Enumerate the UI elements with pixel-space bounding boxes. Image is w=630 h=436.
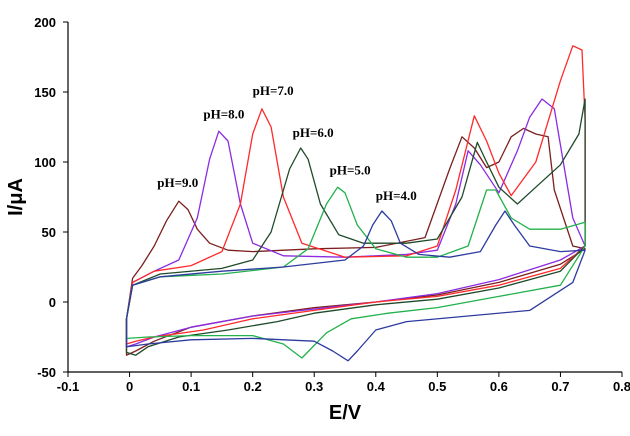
x-axis-ticks: -0.1 0 0.1 0.2 0.3 0.4 0.5 0.6 0.7 0.8 xyxy=(57,372,630,394)
annotation-label: pH=4.0 xyxy=(376,188,417,203)
annotation-label: pH=7.0 xyxy=(253,83,294,98)
annotation-label: pH=9.0 xyxy=(157,175,198,190)
x-tick-label: 0.8 xyxy=(613,379,630,394)
annotation-label: pH=8.0 xyxy=(203,107,244,122)
x-axis-title: E/V xyxy=(329,402,362,424)
series-layer xyxy=(125,45,586,362)
annotation-label: pH=6.0 xyxy=(293,125,334,140)
y-tick-label: 150 xyxy=(34,85,56,100)
annotation-label: pH=5.0 xyxy=(330,163,371,178)
y-axis-title: I/μA xyxy=(5,178,27,216)
y-tick-label: -50 xyxy=(37,365,56,380)
axes xyxy=(67,22,622,373)
x-tick-label: 0.7 xyxy=(551,379,569,394)
series-line-80 xyxy=(125,98,586,348)
x-tick-label: 0 xyxy=(126,379,133,394)
y-tick-label: 0 xyxy=(49,295,56,310)
y-tick-label: 50 xyxy=(42,225,56,240)
x-tick-label: 0.1 xyxy=(182,379,200,394)
x-tick-label: -0.1 xyxy=(57,379,79,394)
y-tick-label: 200 xyxy=(34,15,56,30)
series-line-90 xyxy=(125,127,586,356)
annotations-layer: pH=9.0 pH=8.0 pH=7.0 pH=6.0 pH=5.0 pH=4.0 xyxy=(157,83,417,203)
y-axis-ticks: -50 0 50 100 150 200 xyxy=(34,15,68,380)
series-line-50 xyxy=(125,186,586,359)
series-line-70 xyxy=(125,45,586,345)
series-line-40 xyxy=(125,210,586,362)
x-tick-label: 0.2 xyxy=(244,379,262,394)
x-tick-label: 0.3 xyxy=(305,379,323,394)
y-tick-label: 100 xyxy=(34,155,56,170)
x-tick-label: 0.5 xyxy=(428,379,446,394)
series-line-60 xyxy=(125,98,586,356)
x-tick-label: 0.4 xyxy=(367,379,386,394)
x-tick-label: 0.6 xyxy=(490,379,508,394)
